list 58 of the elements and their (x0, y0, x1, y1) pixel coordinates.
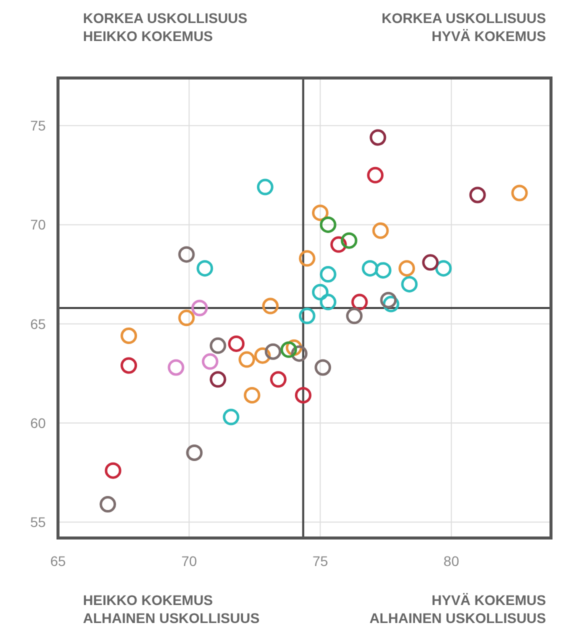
point (320, 216, 336, 233)
point (178, 310, 195, 326)
text: KORKEA USKOLLISUUS HYVÄ KOKEMUS (382, 10, 546, 44)
point (320, 266, 336, 283)
point (298, 250, 316, 267)
point (202, 353, 218, 370)
point (178, 246, 195, 263)
point (298, 308, 316, 324)
point (294, 386, 312, 404)
y-tick-label: 65 (30, 316, 46, 332)
point (210, 371, 226, 388)
point (340, 232, 358, 249)
point (196, 260, 214, 277)
y-tick-label: 60 (30, 415, 46, 431)
x-tick-label: 70 (181, 553, 198, 569)
point (511, 184, 528, 202)
point (270, 371, 287, 388)
point (222, 408, 240, 426)
point (168, 359, 184, 376)
point (469, 186, 486, 204)
y-tick-label: 55 (30, 514, 46, 530)
text: HEIKKO KOKEMUS ALHAINEN USKOLLISUUS (83, 592, 260, 626)
point (256, 178, 274, 196)
point (210, 337, 226, 354)
text: HYVÄ KOKEMUS ALHAINEN USKOLLISUUS (369, 592, 546, 626)
x-tick-label: 80 (444, 553, 460, 569)
point (401, 276, 418, 292)
point (374, 262, 392, 279)
y-tick-label: 75 (30, 118, 46, 134)
point (320, 294, 336, 310)
y-tick-label: 70 (30, 216, 46, 233)
point (264, 343, 282, 360)
x-tick-label: 75 (312, 553, 328, 569)
point (120, 328, 138, 344)
point (238, 351, 256, 368)
point (372, 222, 389, 239)
point (351, 294, 368, 310)
x-tick-label: 65 (50, 553, 66, 569)
point (280, 341, 298, 358)
point (228, 335, 245, 352)
point (346, 308, 363, 324)
point (244, 386, 260, 404)
text: KORKEA USKOLLISUUS HEIKKO KOKEMUS (83, 10, 248, 44)
point (422, 254, 439, 271)
point (367, 166, 384, 184)
point (314, 359, 332, 376)
point (104, 462, 122, 479)
point (370, 129, 386, 146)
point (312, 284, 328, 300)
point (100, 496, 116, 513)
point (186, 444, 203, 461)
point (191, 300, 208, 316)
point (362, 260, 378, 277)
point (380, 292, 397, 308)
point (398, 260, 416, 277)
point (435, 260, 452, 277)
point (262, 298, 279, 314)
point (120, 357, 138, 374)
